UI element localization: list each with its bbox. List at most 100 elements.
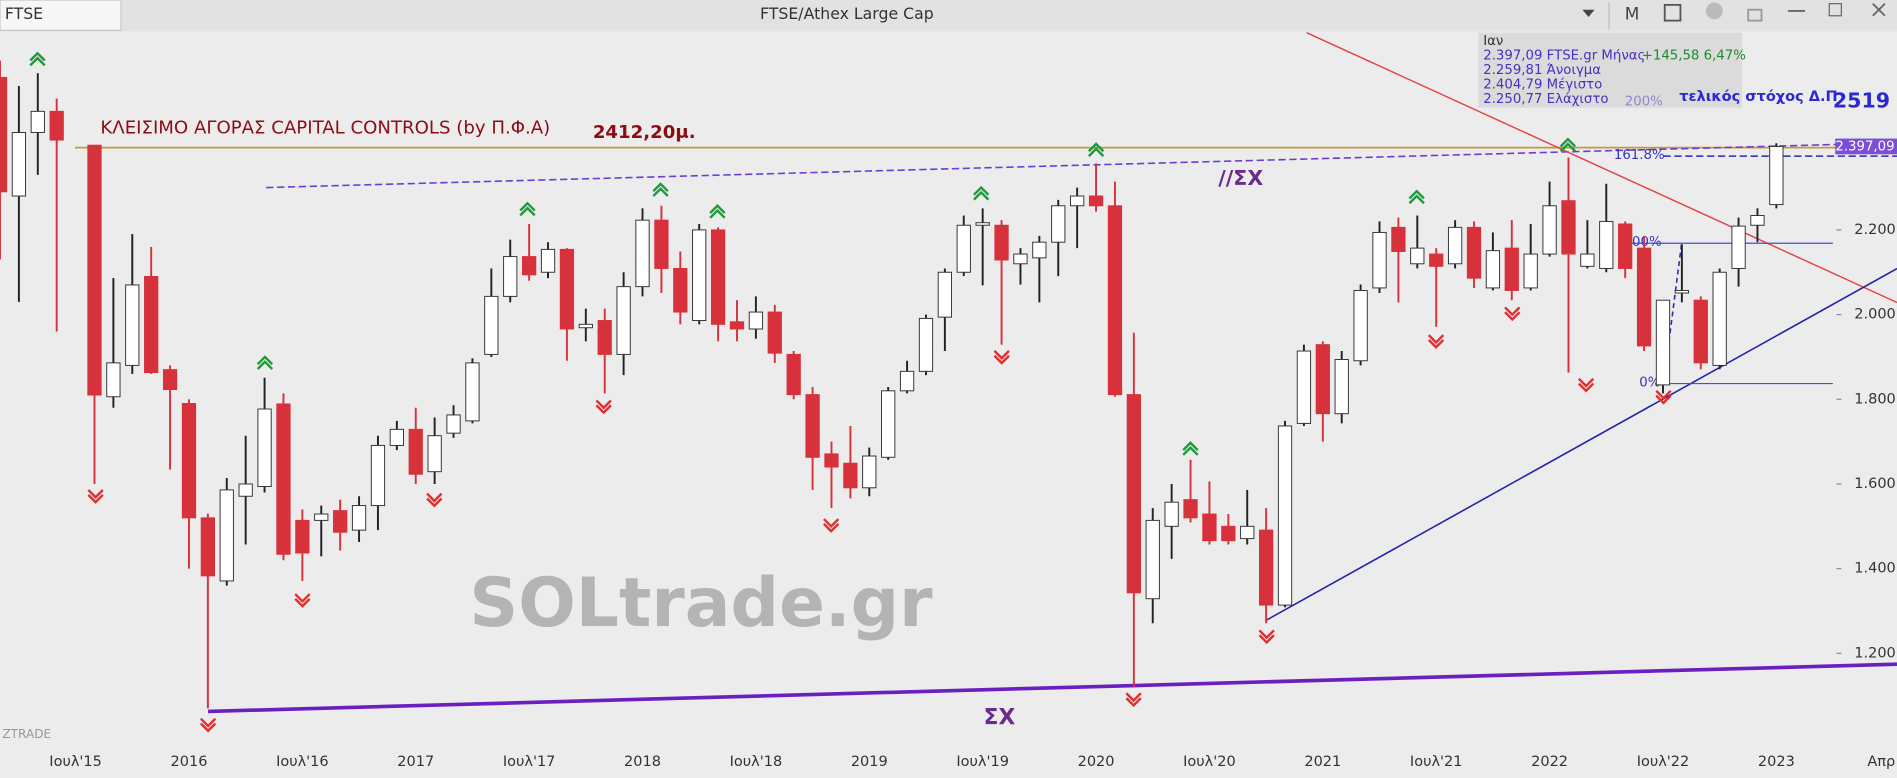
candle-body (748, 311, 764, 330)
candle-body (1258, 529, 1274, 606)
sell-signal (823, 518, 840, 533)
candle-body (484, 295, 499, 355)
candle-body (1580, 253, 1595, 267)
sell-signal (1577, 377, 1595, 393)
candle-body (370, 444, 386, 507)
candle-body (314, 513, 329, 521)
close-icon[interactable] (1872, 3, 1886, 17)
x-tick-label: 2021 (1304, 754, 1341, 770)
candle-body (1183, 499, 1198, 519)
sell-signal (1258, 629, 1275, 645)
candle-body (238, 483, 253, 497)
candle-body (1655, 299, 1671, 386)
candle-body (351, 505, 367, 531)
sell-signal (87, 489, 104, 504)
symbol-text: FTSE (5, 4, 43, 23)
candle-body (1107, 205, 1123, 396)
symbol-tab[interactable] (0, 0, 122, 31)
info-close: 2.397,09 FTSE.gr Μήνας (1483, 48, 1645, 64)
x-tick-label: Ιουλ'20 (1183, 754, 1236, 770)
candle-body (427, 435, 442, 473)
dropdown-icon[interactable] (1582, 9, 1595, 17)
sell-signal (1427, 334, 1445, 349)
last-price-tag (1835, 138, 1897, 155)
candle-body (11, 132, 27, 197)
candles (0, 60, 1784, 709)
fib-0-label: 0% (1639, 375, 1660, 390)
x-tick-label: 2020 (1078, 754, 1115, 770)
candle-body (1523, 253, 1538, 289)
period-button[interactable]: M (1625, 4, 1640, 24)
candle-body (918, 317, 934, 372)
capital-controls-label: ΚΛΕΙΣΙΜΟ ΑΓΟΡΑΣ CAPITAL CONTROLS (by Π.Φ… (100, 117, 550, 138)
candle-body (1466, 226, 1482, 279)
candle-body (1126, 394, 1141, 594)
candle-body (1674, 289, 1690, 294)
resistance-line (1306, 32, 1897, 304)
sell-signal (1125, 692, 1142, 708)
sell-signal (1504, 306, 1521, 322)
candle-body (1504, 247, 1519, 291)
lock-icon[interactable] (1747, 8, 1763, 22)
lower-channel-label: ΣΧ (984, 706, 1016, 731)
buy-signal (709, 204, 726, 219)
buy-signal (1182, 441, 1199, 456)
fib-161-label: 161.8% (1614, 148, 1665, 163)
candle-body (1561, 200, 1576, 255)
buy-signal (1087, 142, 1105, 157)
candle-body (956, 224, 971, 273)
candle-body (994, 224, 1009, 261)
candle-body (125, 284, 140, 366)
candle-body (767, 311, 782, 354)
candle-body (540, 248, 556, 273)
buy-signal (256, 355, 274, 370)
target-value: 2519 (1833, 89, 1890, 113)
support-line (1265, 267, 1897, 622)
sell-signal (426, 492, 443, 508)
candle-body (465, 362, 480, 422)
info-open: 2.259,81 Άνοιγμα (1483, 62, 1601, 78)
candle-body (257, 408, 272, 487)
buy-signal (29, 51, 46, 67)
x-tick-label: Ιουλ'19 (956, 754, 1009, 770)
candle-body (30, 110, 45, 134)
info-change: +145,58 6,47% (1642, 49, 1746, 64)
watermark: SOLtrade.gr (469, 563, 933, 642)
sell-signal (993, 350, 1010, 365)
lower-channel-line (208, 662, 1897, 714)
candle-body (975, 222, 990, 226)
fib-leg (1662, 243, 1683, 384)
candle-body (1447, 226, 1463, 265)
quote-icon[interactable] (1705, 2, 1723, 20)
candle-body (843, 462, 858, 489)
candle-body (1070, 195, 1085, 207)
candle-body (824, 453, 839, 468)
x-tick-label: 2023 (1758, 754, 1795, 770)
upper-channel-label: //ΣΧ (1218, 166, 1263, 190)
info-box (1478, 32, 1743, 108)
candle-body (333, 510, 348, 533)
restore-icon[interactable] (1828, 3, 1842, 17)
close-level-label: 2412,20μ. (593, 122, 696, 143)
candle-body (1712, 271, 1727, 366)
candle-body (144, 276, 159, 374)
candle-body (219, 489, 234, 582)
candle-body (805, 394, 820, 458)
candle-body (521, 256, 537, 276)
buy-signal (652, 182, 669, 197)
candle-body (1202, 513, 1217, 542)
candle-body (710, 229, 726, 325)
candle-body (1372, 231, 1387, 289)
candle-body (1599, 220, 1614, 269)
window-icon[interactable] (1663, 3, 1682, 22)
info-low: 2.250,77 Ελάχιστο (1483, 91, 1608, 107)
candle-body (1769, 145, 1784, 206)
candle-body (862, 455, 877, 489)
candle-body (1164, 501, 1179, 527)
fib-200-label: 200% (1625, 95, 1663, 110)
x-tick-label: 2016 (171, 754, 208, 770)
candle-body (881, 390, 896, 458)
candle-body (0, 76, 8, 193)
